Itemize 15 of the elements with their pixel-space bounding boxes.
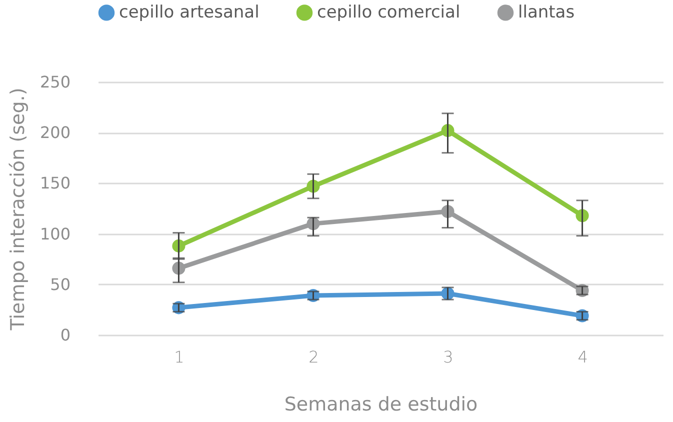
y-tick-label: 50 xyxy=(50,274,70,294)
x-tick-label: 1 xyxy=(174,348,184,366)
y-tick-label: 200 xyxy=(40,123,70,142)
legend-label: llantas xyxy=(518,2,575,23)
x-axis-title: Semanas de estudio xyxy=(284,394,478,416)
y-axis-title: Tiempo interacción (seg.) xyxy=(6,88,29,332)
x-tick-label: 4 xyxy=(578,348,588,366)
x-tick-label: 2 xyxy=(308,348,319,366)
y-tick-label: 250 xyxy=(40,72,70,92)
legend-label: cepillo comercial xyxy=(317,2,460,23)
y-tick-label: 150 xyxy=(40,174,70,193)
y-tick-label: 0 xyxy=(60,326,70,344)
x-tick-label: 3 xyxy=(443,348,454,366)
y-tick-label: 100 xyxy=(40,224,70,244)
legend-label: cepillo artesanal xyxy=(119,2,260,23)
